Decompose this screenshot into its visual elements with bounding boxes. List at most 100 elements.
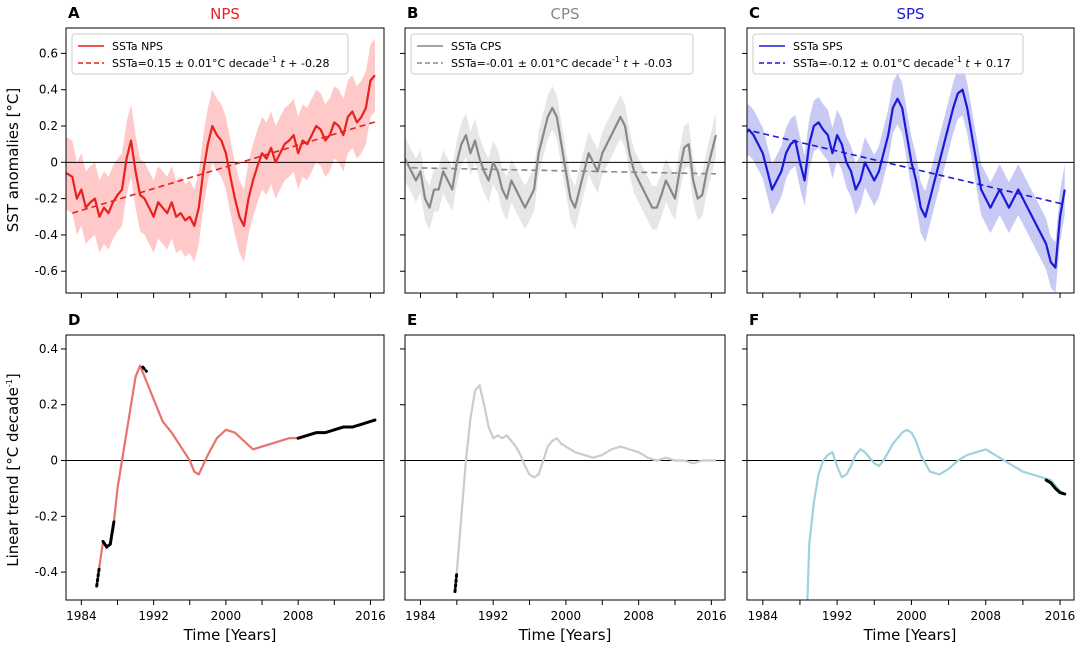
panel-a-ytick-label-5: 0.4: [39, 83, 58, 97]
panel-c-legend-fit-suffix: + 0.17: [970, 57, 1011, 70]
panel-a-title: NPS: [210, 5, 240, 23]
panel-e-xtick-label-0: 1984: [405, 609, 436, 623]
panel-e-xtick-label-4: 2016: [696, 609, 727, 623]
panel-d-xtick-label-1: 1992: [138, 609, 169, 623]
panel-d-xtick-label-2: 2000: [211, 609, 242, 623]
panel-a-legend: SSTa NPS SSTa=0.15 ± 0.01°C decade-1 t + …: [71, 33, 349, 75]
panel-b-letter: B: [407, 4, 418, 22]
panel-a-ytick-label-1: -0.4: [35, 228, 58, 242]
panel-d-significant-segment-0: [95, 565, 101, 588]
panel-d-significant-segment-1: [101, 520, 116, 550]
y-axis-label-bottom-tail: ]: [4, 373, 22, 379]
panel-a-legend-fit-var: t: [277, 57, 285, 70]
panel-c-legend-fit-sup: -1: [954, 55, 962, 64]
panel-a-legend-series-label: SSTa NPS: [112, 40, 163, 53]
panel-a-legend-fit-suffix: + -0.28: [285, 57, 330, 70]
panel-b: B CPS SSTa CPS SSTa=-0.01 ± 0.01°C decade-1…: [400, 4, 726, 298]
panel-c-series-line: [747, 88, 1066, 269]
panel-d: -0.4 -0.2 0 0.2 0.4 1984 1992 2000 2008 2016 D: [35, 311, 386, 623]
panel-c-legend-fit-label: SSTa=-0.12 ± 0.01°C decade-1 t + 0.17: [793, 55, 1010, 70]
panel-d-ytick-label-1: -0.2: [35, 509, 58, 523]
panel-e-plot: [405, 384, 725, 594]
panel-a: -0.6 -0.4 -0.2 0 0.2 0.4 0.6 A NPS SSTa NPS SSTa=0…: [35, 4, 385, 298]
panel-a-legend-fit-prefix: SSTa=0.15 ± 0.01°C decade: [112, 57, 269, 70]
panel-e-xtick-label-3: 2008: [623, 609, 654, 623]
panel-e-series-line: [453, 384, 716, 592]
panel-f-series-line: [806, 428, 1066, 600]
panel-e-significant-segment-0: [453, 570, 459, 594]
y-axis-label-top: SST anomalies [°C]: [4, 88, 22, 232]
panel-f-plot: [747, 428, 1074, 600]
panel-a-legend-fit-label: SSTa=0.15 ± 0.01°C decade-1 t + -0.28: [112, 55, 329, 70]
panel-c-legend-series-label: SSTa SPS: [793, 40, 843, 53]
panel-c-fit-line: [753, 130, 1065, 206]
panel-c-title: SPS: [896, 5, 924, 23]
y-axis-label-bottom-sup: -1: [5, 379, 14, 387]
panel-d-ytick-label-4: 0.4: [39, 342, 58, 356]
panel-e-xtick-label-1: 1992: [478, 609, 509, 623]
panel-b-fit-line: [411, 166, 716, 175]
panel-f-xtick-label-1: 1992: [822, 609, 853, 623]
panel-c-legend-box: [752, 33, 1024, 75]
panel-a-ytick-label-3: 0: [50, 155, 58, 169]
panel-a-legend-box: [71, 33, 349, 75]
panel-a-uncertainty-band: [66, 38, 375, 263]
panel-b-series-line: [405, 106, 717, 209]
panel-f-significant-segment-0: [1044, 478, 1067, 496]
panel-c: C SPS SSTa SPS SSTa=-0.12 ± 0.01°C decade-1…: [742, 4, 1075, 298]
panel-e-frame: [404, 334, 726, 601]
panel-c-legend-fit-prefix: SSTa=-0.12 ± 0.01°C decade: [793, 57, 954, 70]
panel-b-legend: SSTa CPS SSTa=-0.01 ± 0.01°C decade-1 t +…: [410, 33, 694, 75]
panel-b-title: CPS: [550, 5, 579, 23]
panel-a-ytick-label-2: -0.2: [35, 192, 58, 206]
panel-a-series-line: [66, 74, 376, 227]
panel-c-frame: [746, 27, 1075, 294]
panel-d-letter: D: [68, 311, 80, 329]
panel-f-xtick-label-4: 2016: [1045, 609, 1076, 623]
panel-a-ytick-label-4: 0.2: [39, 119, 58, 133]
panel-e-xtick-label-2: 2000: [551, 609, 582, 623]
panel-d-xtick-label-4: 2016: [355, 609, 386, 623]
panel-b-legend-fit-sup: -1: [612, 55, 620, 64]
panel-d-plot: [66, 364, 384, 588]
panel-d-xtick-label-3: 2008: [283, 609, 314, 623]
panel-a-plot: [66, 38, 384, 263]
panel-d-ytick-label-3: 0.2: [39, 398, 58, 412]
panel-f-letter: F: [749, 311, 759, 329]
y-axis-label-bottom: Linear trend [°C decade-1]: [4, 373, 22, 567]
panel-a-ytick-label-6: 0.6: [39, 46, 58, 60]
panel-a-ytick-label-0: -0.6: [35, 264, 58, 278]
panel-f-frame: [746, 334, 1075, 601]
panel-b-legend-fit-label: SSTa=-0.01 ± 0.01°C decade-1 t + -0.03: [451, 55, 672, 70]
panel-d-series-line: [95, 364, 376, 587]
panel-c-plot: [747, 64, 1074, 293]
panel-a-legend-fit-sup: -1: [269, 55, 277, 64]
x-axis-label-e: Time [Years]: [518, 626, 612, 644]
panel-b-legend-fit-suffix: + -0.03: [628, 57, 673, 70]
panel-d-significant-segment-2: [141, 365, 148, 373]
panel-f-xtick-label-2: 2000: [896, 609, 927, 623]
panel-b-frame: [404, 27, 726, 294]
panel-f: 1984 1992 2000 2008 2016 F: [742, 311, 1075, 623]
panel-b-uncertainty-band: [405, 86, 716, 230]
panel-d-ytick-label-2: 0: [50, 454, 58, 468]
panel-f-xtick-label-0: 1984: [748, 609, 779, 623]
panel-f-xtick-label-3: 2008: [970, 609, 1001, 623]
panel-d-ytick-label-0: -0.4: [35, 565, 58, 579]
panel-a-letter: A: [68, 4, 80, 22]
panel-d-significant-segment-3: [296, 418, 377, 440]
panel-d-frame: [65, 334, 385, 601]
panel-e: 1984 1992 2000 2008 2016 E: [400, 311, 727, 623]
panel-b-legend-fit-var: t: [620, 57, 628, 70]
panel-b-legend-series-label: SSTa CPS: [451, 40, 501, 53]
panel-c-legend-fit-var: t: [962, 57, 970, 70]
x-axis-label-d: Time [Years]: [183, 626, 277, 644]
x-axis-label-f: Time [Years]: [863, 626, 957, 644]
panel-b-legend-fit-prefix: SSTa=-0.01 ± 0.01°C decade: [451, 57, 612, 70]
panel-c-legend: SSTa SPS SSTa=-0.12 ± 0.01°C decade-1 t +…: [752, 33, 1024, 75]
panel-a-frame: [65, 27, 385, 294]
panel-c-letter: C: [749, 4, 760, 22]
panel-c-uncertainty-band: [747, 64, 1065, 293]
y-axis-label-bottom-text: Linear trend [°C decade: [4, 387, 22, 567]
